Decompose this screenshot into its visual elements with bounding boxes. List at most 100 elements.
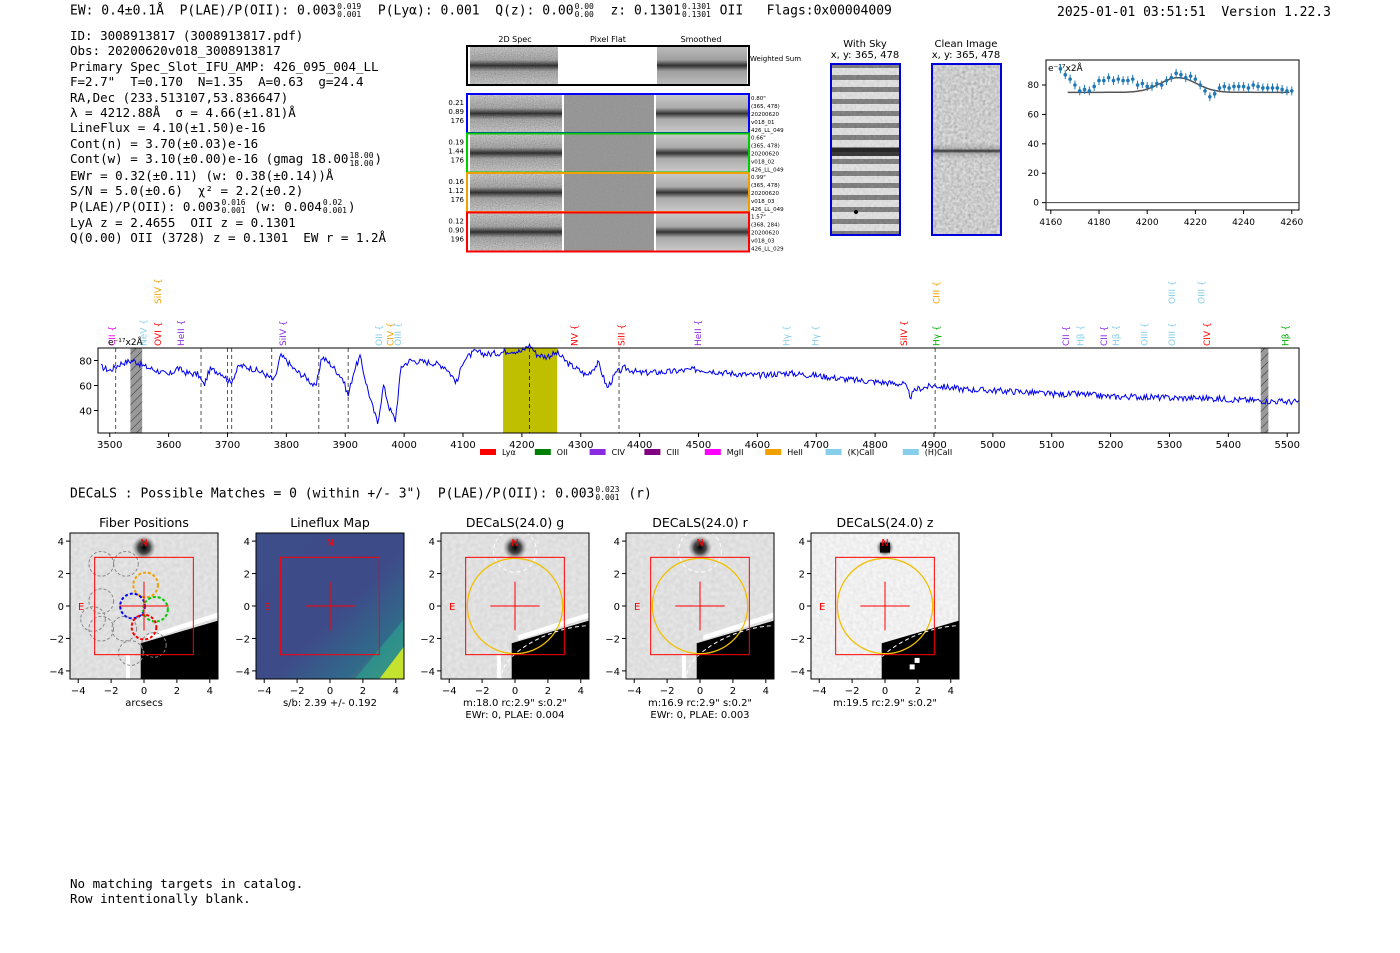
zoom-point bbox=[1068, 77, 1072, 81]
qz-upper: 0.00 bbox=[574, 2, 594, 11]
panel-group: Fiber Positions N E −4 −4 −2 −2 0 0 2 2 4 4 arcsecs Li… bbox=[49, 515, 992, 721]
fiber-circle bbox=[141, 632, 167, 658]
bleed-trail bbox=[703, 612, 774, 641]
panel-ytick-label: −2 bbox=[605, 634, 620, 645]
with-sky-image bbox=[830, 63, 901, 236]
neighbor-star bbox=[132, 535, 156, 560]
version-text: Version 1.22.3 bbox=[1221, 5, 1331, 20]
bleed-trail bbox=[518, 612, 589, 641]
cutout-flat-noise bbox=[564, 213, 654, 251]
z-line: OII bbox=[719, 3, 744, 19]
spec-xtick-label: 5300 bbox=[1157, 440, 1182, 451]
panel-title: Fiber Positions bbox=[99, 515, 189, 530]
zoom-point bbox=[1179, 72, 1183, 77]
emission-line-label: SiIV { bbox=[154, 278, 164, 304]
gmag-lower: 18.00 bbox=[349, 158, 374, 168]
masked-region bbox=[1260, 348, 1269, 433]
emission-line-label: HeII { bbox=[694, 320, 704, 346]
panel-xlabel: m:18.0 rc:2.9" s:0.2" bbox=[463, 698, 567, 709]
emission-line-label: OII { bbox=[375, 325, 385, 346]
zoom-point bbox=[1087, 89, 1092, 93]
gmag-upper: 18.00 bbox=[349, 150, 374, 160]
image-panel-4: DECaLS(24.0) r N E −4 −4 −2 −2 0 0 2 2 4 4 m:16.9 rc:… bbox=[605, 515, 807, 721]
ew-value: EW: 0.4±0.1Å bbox=[70, 3, 164, 19]
emission-line-label: SiIV { bbox=[900, 320, 910, 346]
panel-ytick-label: −4 bbox=[49, 667, 64, 678]
east-label: E bbox=[449, 602, 455, 613]
zoom-point bbox=[1188, 74, 1193, 78]
panel-title: DECaLS(24.0) z bbox=[837, 515, 934, 530]
cutout-meta: v018_01 bbox=[751, 120, 775, 126]
east-label: E bbox=[634, 602, 640, 613]
info-primary: Primary Spec_Slot_IFU_AMP: 426_095_004_L… bbox=[70, 58, 379, 74]
fiber-circle bbox=[118, 640, 144, 666]
cutout-stat: 0.12 bbox=[448, 218, 464, 226]
panel-ytick-label: 2 bbox=[799, 570, 805, 581]
cutout-flat-noise bbox=[564, 174, 654, 211]
image-panel-1: Fiber Positions N E −4 −4 −2 −2 0 0 2 2 4 4 arcsecs bbox=[49, 515, 219, 709]
east-label: E bbox=[819, 602, 825, 613]
cutout-stat: 196 bbox=[451, 236, 465, 244]
plya-value: P(Lyα): 0.001 bbox=[377, 3, 480, 19]
zoom-point bbox=[1227, 86, 1231, 90]
zoom-xtick-label: 4180 bbox=[1088, 218, 1111, 228]
cutout-stat: 0.90 bbox=[448, 227, 464, 235]
panel-xlabel: m:16.9 rc:2.9" s:0.2" bbox=[648, 698, 752, 709]
spec-legend: Lyα OII CIV CIII MgII HeII (K)CaII (H)CaII bbox=[480, 448, 952, 457]
panel-title: DECaLS(24.0) g bbox=[466, 515, 564, 530]
zoom-point bbox=[1155, 81, 1159, 86]
panel-ytick-label: 4 bbox=[799, 537, 805, 548]
zoom-xtick-label: 4220 bbox=[1184, 218, 1207, 228]
zoom-xtick-label: 4260 bbox=[1280, 218, 1303, 228]
catalog-note-line1: No matching targets in catalog. bbox=[70, 876, 304, 891]
full-spectrum-chart: CII {NeV {OVI {SiIV {HeII {SiIV {OII {CI… bbox=[79, 278, 1300, 457]
zoom-point bbox=[1265, 86, 1270, 90]
emission-line-label: Hγ { bbox=[782, 325, 792, 346]
imaging-panels: Fiber Positions N E −4 −4 −2 −2 0 0 2 2 4 4 arcsecs Li… bbox=[49, 515, 992, 721]
spec-xtick-label: 3600 bbox=[156, 440, 181, 451]
zoom-point bbox=[1092, 84, 1096, 89]
zoom-point bbox=[1150, 84, 1154, 89]
zoom-point bbox=[1121, 78, 1125, 83]
emission-line-label: OIII { bbox=[1197, 280, 1207, 304]
panel-xtick-label: 0 bbox=[697, 686, 703, 697]
spec-xtick-label: 5100 bbox=[1039, 440, 1064, 451]
spec-dashed-lines bbox=[115, 348, 936, 433]
cutout-meta: 20200620 bbox=[751, 112, 779, 118]
decals-summary: DECaLS : Possible Matches = 0 (within +/… bbox=[70, 486, 652, 502]
spec-plot-area bbox=[97, 347, 1300, 434]
legend-label: (H)CaII bbox=[925, 448, 952, 457]
spec-xtick-label: 4100 bbox=[450, 440, 475, 451]
panel-xlabel: arcsecs bbox=[125, 698, 163, 709]
info-plae-text: P(LAE)/P(OII): 0.003 bbox=[70, 198, 221, 214]
panel-ytick-label: 4 bbox=[429, 537, 435, 548]
image-panel-5: DECaLS(24.0) z N E −4 −4 −2 −2 0 0 2 2 4 4 m:19.5 rc:… bbox=[790, 515, 992, 709]
emission-line-label: Hβ { bbox=[1282, 325, 1292, 346]
panel-xlabel: m:19.5 rc:2.9" s:0.2" bbox=[833, 698, 937, 709]
zoom-fit-chart: e⁻¹⁷x2Å 4160 4180 4200 4220 4240 4260 0 20 40 60 8… bbox=[1028, 59, 1303, 228]
panel-xtick-label: 4 bbox=[578, 686, 584, 697]
col-label-flat: Pixel Flat bbox=[590, 35, 626, 44]
panel-ytick-label: 0 bbox=[244, 602, 250, 613]
spec-xtick-label: 4400 bbox=[627, 440, 652, 451]
legend-swatch bbox=[765, 449, 782, 455]
zoom-point bbox=[1256, 84, 1260, 89]
z-lower: 0.1301 bbox=[681, 10, 711, 19]
east-label: E bbox=[78, 602, 84, 613]
zoom-point bbox=[1126, 78, 1130, 83]
info-id: ID: 3008913817 (3008913817.pdf) bbox=[70, 28, 304, 43]
emission-line-markers: CII {NeV {OVI {SiIV {HeII {SiIV {OII {CI… bbox=[108, 278, 1291, 346]
panel-ytick-label: 2 bbox=[244, 570, 250, 581]
info-obs: Obs: 20200620v018_3008913817 bbox=[70, 43, 281, 59]
plae-upper: 0.019 bbox=[337, 2, 362, 11]
zoom-point bbox=[1203, 89, 1207, 93]
spec-xtick-label: 4300 bbox=[568, 440, 593, 451]
cutout-meta: v018_03 bbox=[751, 199, 775, 205]
zoom-plot-area bbox=[1045, 59, 1300, 211]
zoom-point bbox=[1270, 86, 1275, 90]
cutout-2d-band bbox=[470, 213, 562, 251]
info-plae: P(LAE)/P(OII): 0.003 0.016 0.001 (w: 0.004… bbox=[70, 198, 356, 216]
